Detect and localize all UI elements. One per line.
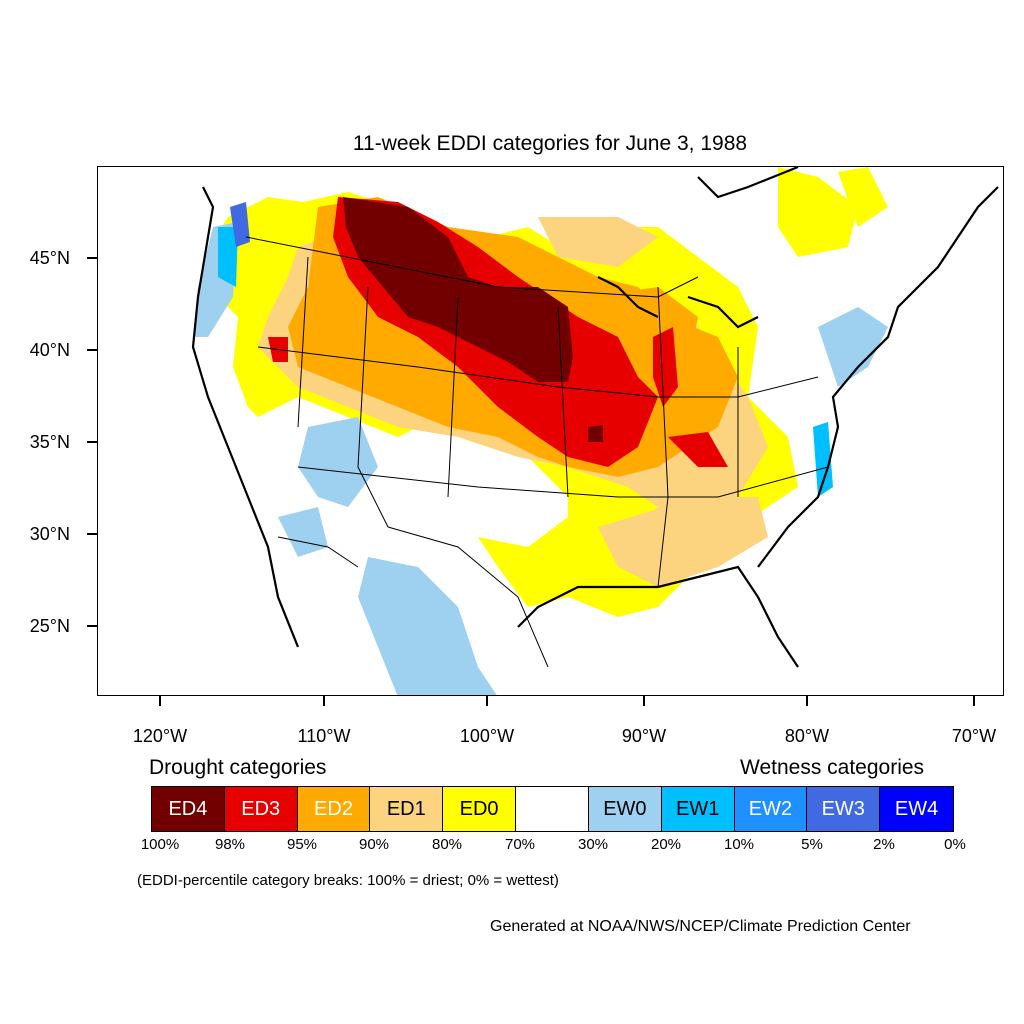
lon-label-120: 120°W (132, 726, 188, 746)
coastlines (191, 167, 999, 668)
lon-label-100: 100°W (459, 726, 515, 746)
lon-label-70: 70°W (951, 726, 997, 746)
percentile-98: 98% (214, 836, 246, 853)
boundary-lines (245, 236, 829, 668)
lat-label-25: 25°N (29, 616, 70, 636)
lon-tick-90 (643, 696, 645, 706)
lat-label-30: 30°N (29, 524, 70, 544)
percentile-95: 95% (286, 836, 318, 853)
drought-categories-title: Drought categories (149, 756, 327, 779)
category-breaks-note: (EDDI-percentile category breaks: 100% =… (137, 872, 559, 889)
map-title: 11-week EDDI categories for June 3, 1988 (352, 132, 748, 155)
lat-tick-35 (87, 441, 97, 443)
ew1-region (218, 227, 833, 497)
lat-label-35: 35°N (29, 432, 70, 452)
percentile-5: 5% (801, 836, 823, 853)
percentile-100: 100% (140, 836, 180, 853)
lat-tick-30 (87, 533, 97, 535)
lon-label-110: 110°W (297, 726, 351, 746)
percentile-10: 10% (723, 836, 755, 853)
percentile-20: 20% (650, 836, 682, 853)
legend-swatch-ed2: ED2 (297, 787, 371, 831)
category-legend: ED4 ED3 ED2 ED1 ED0 EW0 EW1 EW2 EW3 EW4 (151, 786, 954, 832)
lon-tick-70 (973, 696, 975, 706)
legend-swatch-ew1: EW1 (661, 787, 735, 831)
lat-label-45: 45°N (29, 248, 70, 268)
lon-tick-80 (806, 696, 808, 706)
ew3-region (230, 202, 250, 247)
lon-tick-120 (159, 696, 161, 706)
wetness-categories-title: Wetness categories (740, 756, 925, 779)
lat-label-40: 40°N (29, 340, 70, 360)
lat-tick-45 (87, 257, 97, 259)
lon-label-80: 80°W (784, 726, 830, 746)
credit-line: Generated at NOAA/NWS/NCEP/Climate Predi… (490, 918, 911, 935)
lon-label-90: 90°W (621, 726, 667, 746)
lat-tick-25 (87, 625, 97, 627)
legend-swatch-ed1: ED1 (370, 787, 444, 831)
ed4-region (343, 197, 603, 442)
legend-swatch-ew2: EW2 (734, 787, 808, 831)
percentile-70: 70% (504, 836, 536, 853)
percentile-90: 90% (358, 836, 390, 853)
legend-swatch-ew4: EW4 (880, 787, 953, 831)
legend-swatch-normal (515, 787, 589, 831)
percentile-2: 2% (873, 836, 895, 853)
lat-tick-40 (87, 349, 97, 351)
legend-swatch-ed0: ED0 (443, 787, 516, 831)
eddi-map (97, 166, 1004, 696)
percentile-0: 0% (944, 836, 966, 853)
map-canvas (191, 167, 999, 695)
legend-swatch-ew3: EW3 (807, 787, 881, 831)
legend-swatch-ed3: ED3 (224, 787, 298, 831)
percentile-80: 80% (431, 836, 463, 853)
legend-swatch-ed4: ED4 (152, 787, 225, 831)
lon-tick-110 (323, 696, 325, 706)
legend-swatch-ew0: EW0 (588, 787, 662, 831)
lon-tick-100 (486, 696, 488, 706)
percentile-30: 30% (577, 836, 609, 853)
